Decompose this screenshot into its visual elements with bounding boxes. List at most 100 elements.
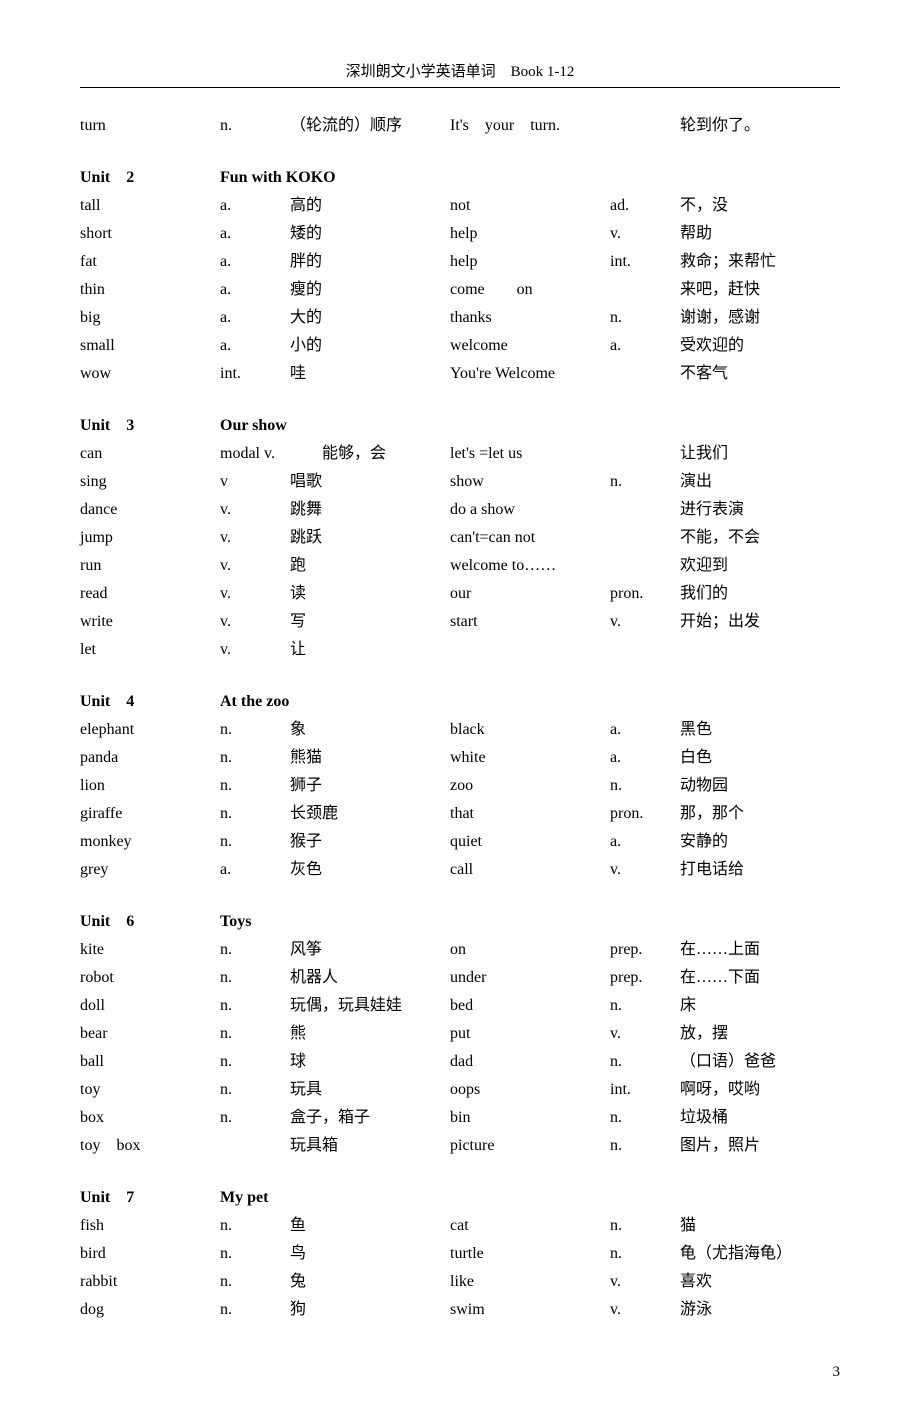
word-en-right: oops bbox=[450, 1076, 610, 1104]
unit-title-row: Unit 2Fun with KOKO bbox=[80, 164, 840, 192]
part-of-speech-left: n. bbox=[220, 744, 290, 772]
word-en-left: box bbox=[80, 1104, 220, 1132]
content-area: turnn.（轮流的）顺序It's your turn.轮到你了。 Unit 2F… bbox=[80, 112, 840, 1324]
meaning-cn-left: 长颈鹿 bbox=[290, 800, 450, 828]
part-of-speech-right: int. bbox=[610, 248, 680, 276]
part-of-speech-left: n. bbox=[220, 1296, 290, 1324]
meaning-cn-right: 黑色 bbox=[680, 716, 840, 744]
word-en-right: quiet bbox=[450, 828, 610, 856]
meaning-cn-left: 让 bbox=[290, 636, 450, 664]
unit-number: Unit 3 bbox=[80, 412, 220, 440]
vocab-row: dolln.玩偶，玩具娃娃bedn.床 bbox=[80, 992, 840, 1020]
vocab-row: writev.写startv.开始；出发 bbox=[80, 608, 840, 636]
meaning-cn-right: 帮助 bbox=[680, 220, 840, 248]
word-en-left: panda bbox=[80, 744, 220, 772]
part-of-speech-right: n. bbox=[610, 772, 680, 800]
word-en-right: can't=can not bbox=[450, 524, 610, 552]
vocab-row: rabbitn.兔likev.喜欢 bbox=[80, 1268, 840, 1296]
part-of-speech-left: n. bbox=[220, 1268, 290, 1296]
word-en-left: short bbox=[80, 220, 220, 248]
meaning-cn-right: 动物园 bbox=[680, 772, 840, 800]
part-of-speech-left: v. bbox=[220, 496, 290, 524]
part-of-speech-right bbox=[610, 524, 680, 552]
part-of-speech-left: v. bbox=[220, 636, 290, 664]
meaning-cn-right: 啊呀，哎哟 bbox=[680, 1076, 840, 1104]
word-en-left: big bbox=[80, 304, 220, 332]
part-of-speech-right: pron. bbox=[610, 800, 680, 828]
vocab-row: singv唱歌shown.演出 bbox=[80, 468, 840, 496]
part-of-speech-right: n. bbox=[610, 1104, 680, 1132]
part-of-speech-right: v. bbox=[610, 1296, 680, 1324]
part-of-speech-right: a. bbox=[610, 332, 680, 360]
unit-name: My pet bbox=[220, 1184, 840, 1212]
vocab-row: bearn.熊putv.放，摆 bbox=[80, 1020, 840, 1048]
word-en-right: that bbox=[450, 800, 610, 828]
meaning-cn-right: 图片，照片 bbox=[680, 1132, 840, 1160]
page-header: 深圳朗文小学英语单词 Book 1-12 bbox=[80, 60, 840, 81]
part-of-speech-right: v. bbox=[610, 856, 680, 884]
meaning-cn-left: 胖的 bbox=[290, 248, 450, 276]
part-of-speech-right bbox=[610, 440, 680, 468]
vocab-row: turnn.（轮流的）顺序It's your turn.轮到你了。 bbox=[80, 112, 840, 140]
part-of-speech-left: n. bbox=[220, 800, 290, 828]
meaning-cn-left: 瘦的 bbox=[290, 276, 450, 304]
vocab-row: lionn.狮子zoon.动物园 bbox=[80, 772, 840, 800]
meaning-cn-right: 在……下面 bbox=[680, 964, 840, 992]
word-en-right: do a show bbox=[450, 496, 610, 524]
word-en-left: dog bbox=[80, 1296, 220, 1324]
word-en-right: zoo bbox=[450, 772, 610, 800]
part-of-speech-left: n. bbox=[220, 112, 290, 140]
meaning-cn-left: 盒子，箱子 bbox=[290, 1104, 450, 1132]
vocab-row: jumpv.跳跃can't=can not不能，不会 bbox=[80, 524, 840, 552]
word-en-right: help bbox=[450, 220, 610, 248]
meaning-cn-left: 狗 bbox=[290, 1296, 450, 1324]
vocab-row: elephantn.象blacka.黑色 bbox=[80, 716, 840, 744]
word-en-right: It's your turn. bbox=[450, 112, 610, 140]
word-en-right: under bbox=[450, 964, 610, 992]
word-en-right: on bbox=[450, 936, 610, 964]
part-of-speech-left: n. bbox=[220, 828, 290, 856]
meaning-cn-left: 灰色 bbox=[290, 856, 450, 884]
word-en-right: like bbox=[450, 1268, 610, 1296]
part-of-speech-left: n. bbox=[220, 1076, 290, 1104]
unit-title-row: Unit 6Toys bbox=[80, 908, 840, 936]
word-en-left: turn bbox=[80, 112, 220, 140]
part-of-speech-right: a. bbox=[610, 716, 680, 744]
part-of-speech-left: int. bbox=[220, 360, 290, 388]
meaning-cn-right: 开始；出发 bbox=[680, 608, 840, 636]
part-of-speech-left: n. bbox=[220, 772, 290, 800]
part-of-speech-left bbox=[220, 1132, 290, 1160]
word-en-left: read bbox=[80, 580, 220, 608]
meaning-cn-left: 矮的 bbox=[290, 220, 450, 248]
word-en-left: ball bbox=[80, 1048, 220, 1076]
part-of-speech-left: n. bbox=[220, 964, 290, 992]
part-of-speech-left: a. bbox=[220, 332, 290, 360]
meaning-cn-right: 安静的 bbox=[680, 828, 840, 856]
part-of-speech-left: a. bbox=[220, 248, 290, 276]
meaning-cn-left: 风筝 bbox=[290, 936, 450, 964]
part-of-speech-left: a. bbox=[220, 304, 290, 332]
section: Unit 2Fun with KOKOtalla.高的notad.不，没shor… bbox=[80, 164, 840, 388]
word-en-right: swim bbox=[450, 1296, 610, 1324]
meaning-cn-left: 玩具箱 bbox=[290, 1132, 450, 1160]
word-en-left: giraffe bbox=[80, 800, 220, 828]
word-en-right: cat bbox=[450, 1212, 610, 1240]
vocab-row: balln.球dadn.（口语）爸爸 bbox=[80, 1048, 840, 1076]
part-of-speech-right bbox=[610, 552, 680, 580]
part-of-speech-left: modal v. bbox=[220, 440, 290, 468]
part-of-speech-right: ad. bbox=[610, 192, 680, 220]
part-of-speech-right: v. bbox=[610, 1268, 680, 1296]
vocab-row: dogn.狗swimv.游泳 bbox=[80, 1296, 840, 1324]
meaning-cn-right: 喜欢 bbox=[680, 1268, 840, 1296]
word-en-left: fat bbox=[80, 248, 220, 276]
vocab-row: fata.胖的helpint.救命；来帮忙 bbox=[80, 248, 840, 276]
part-of-speech-right: v. bbox=[610, 1020, 680, 1048]
part-of-speech-left: a. bbox=[220, 856, 290, 884]
vocab-row: toyn.玩具oopsint.啊呀，哎哟 bbox=[80, 1076, 840, 1104]
part-of-speech-right bbox=[610, 276, 680, 304]
page-number: 3 bbox=[80, 1364, 840, 1381]
meaning-cn-left: 跑 bbox=[290, 552, 450, 580]
unit-number: Unit 2 bbox=[80, 164, 220, 192]
part-of-speech-left: n. bbox=[220, 1212, 290, 1240]
meaning-cn-right: 垃圾桶 bbox=[680, 1104, 840, 1132]
